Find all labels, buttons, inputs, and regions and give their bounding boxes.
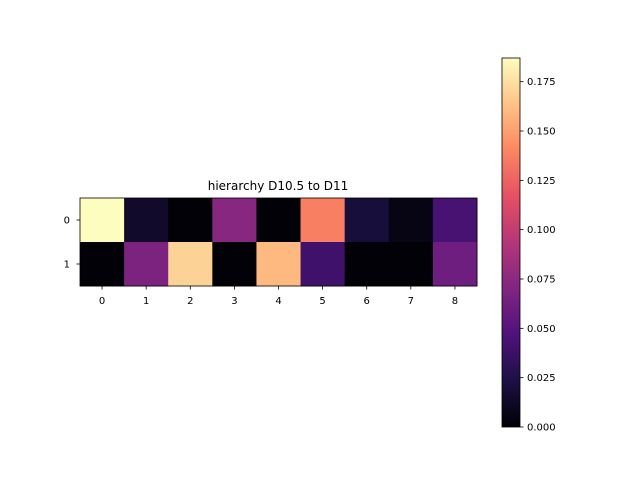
x-tick-label: 5 <box>319 296 325 307</box>
y-axis-ticks: 01 <box>64 216 80 271</box>
heatmap-cell <box>300 242 346 287</box>
heatmap-cell <box>344 198 390 243</box>
heatmap-cell <box>168 242 213 287</box>
x-tick-label: 0 <box>99 296 105 307</box>
colorbar-tick-label: 0.125 <box>527 176 556 187</box>
colorbar-tick-label: 0.050 <box>527 324 556 335</box>
colorbar-tick-label: 0.175 <box>527 77 556 88</box>
x-tick-label: 6 <box>364 296 370 307</box>
heatmap-cell <box>212 198 257 243</box>
heatmap-cell <box>124 198 169 243</box>
colorbar-tick-label: 0.000 <box>527 423 556 434</box>
heatmap-cell <box>432 198 478 243</box>
x-axis-ticks: 0 1 2 3 4 5 6 7 8 <box>99 286 458 307</box>
x-tick-label: 3 <box>231 296 237 307</box>
heatmap-cell <box>256 198 302 243</box>
y-tick-label: 1 <box>64 260 70 271</box>
heatmap-cell <box>124 242 169 287</box>
x-tick-label: 1 <box>143 296 149 307</box>
heatmap-cell <box>388 242 434 287</box>
colorbar-tick-label: 0.150 <box>527 127 556 138</box>
colorbar-tick-label: 0.075 <box>527 275 556 286</box>
colorbar-tick-label: 0.025 <box>527 373 556 384</box>
colorbar-tick-label: 0.100 <box>527 225 556 236</box>
colorbar-gradient <box>502 58 520 427</box>
heatmap-cell <box>80 242 125 287</box>
heatmap-cell <box>212 242 257 287</box>
heatmap-cells <box>80 198 478 287</box>
heatmap-cell <box>300 198 346 243</box>
colorbar-frame <box>501 57 521 428</box>
heatmap-cell <box>80 198 125 243</box>
x-tick-label: 2 <box>187 296 193 307</box>
chart-title: hierarchy D10.5 to D11 <box>208 179 349 193</box>
heatmap-cell <box>388 198 434 243</box>
colorbar-ticks: 0.000 0.025 0.050 0.075 0.100 0.125 0.150 0.175 <box>520 77 556 434</box>
heatmap-cell <box>344 242 390 287</box>
x-tick-label: 4 <box>275 296 281 307</box>
x-tick-label: 8 <box>452 296 458 307</box>
x-tick-label: 7 <box>408 296 414 307</box>
y-tick-label: 0 <box>64 216 70 227</box>
heatmap-cell <box>256 242 302 287</box>
heatmap-cell <box>168 198 213 243</box>
heatmap-cell <box>432 242 478 287</box>
